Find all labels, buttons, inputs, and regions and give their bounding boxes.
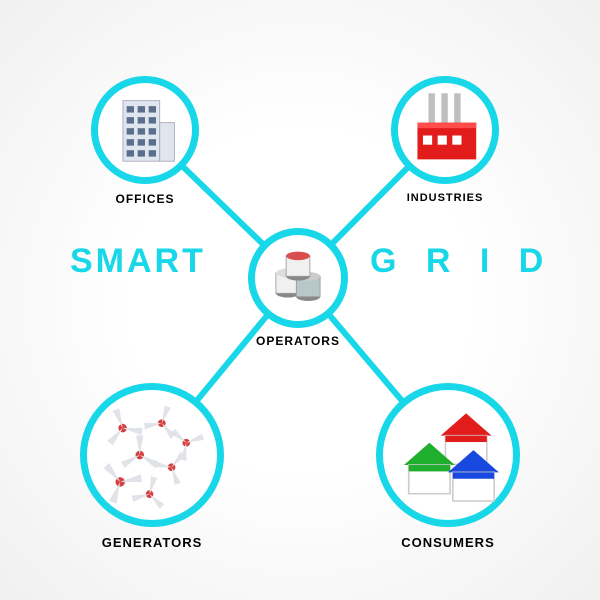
title-left: SMART: [70, 242, 206, 281]
label-offices: OFFICES: [65, 192, 225, 206]
houses-icon: [387, 394, 509, 516]
label-consumers: CONSUMERS: [368, 535, 528, 550]
smart-grid-diagram: OPERATORS OFFICES INDUSTRIES: [0, 0, 600, 600]
label-operators: OPERATORS: [218, 334, 378, 348]
title-right: G R I D: [370, 242, 553, 281]
wind-turbines-icon: [91, 394, 213, 516]
label-industries: INDUSTRIES: [365, 192, 525, 204]
office-building-icon: [99, 84, 191, 176]
factory-icon: [399, 84, 491, 176]
label-generators: GENERATORS: [72, 535, 232, 550]
barrels-icon: [256, 236, 341, 321]
